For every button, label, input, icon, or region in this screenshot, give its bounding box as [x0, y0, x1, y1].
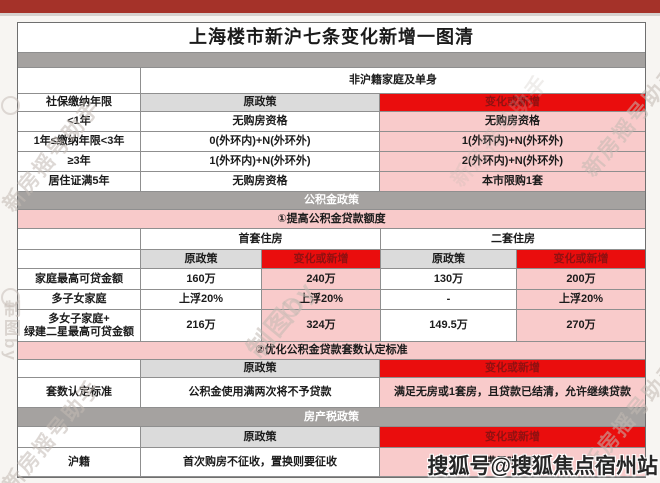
changed-policy-header: 变化或新增 — [262, 250, 381, 269]
group-first-home: 首套住房 — [141, 229, 381, 250]
fund-sub1-title: ①提高公积金贷款额度 — [18, 210, 645, 229]
orig-policy-header: 原政策 — [141, 360, 380, 378]
row-label: 多子女家庭 — [18, 290, 141, 310]
second-home-new: 上浮20% — [517, 290, 645, 310]
changed-policy-header: 变化或新增 — [380, 94, 645, 112]
first-home-old: 上浮20% — [141, 290, 262, 310]
group-header-row: 非沪籍家庭及单身 — [18, 68, 645, 94]
row-label: 家庭最高可贷金额 — [18, 269, 141, 290]
new-policy-value: 满足唯一住 — [380, 448, 645, 477]
table-row: 套数认定标准 公积金使用满两次将不予贷款 满足无房或1套房，且贷款已结清，允许继… — [18, 378, 645, 408]
row-label: 多女子家庭+ 绿建二星最高可贷金额 — [18, 310, 141, 342]
fund-subheader-row: 原政策 变化或新增 原政策 变化或新增 — [18, 250, 645, 269]
fund-sub1-band: ①提高公积金贷款额度 — [18, 210, 645, 229]
row-label-line1: 多女子家庭+ — [48, 312, 110, 325]
old-policy-value: 0(外环内)+N(外环外) — [141, 132, 380, 152]
fund-section-band: 公积金政策 — [18, 192, 645, 210]
second-home-new: 270万 — [517, 310, 645, 342]
changed-policy-header: 变化或新增 — [380, 360, 645, 378]
new-policy-value: 1(外环内)+N(外环外) — [380, 132, 645, 152]
old-policy-value: 无购房资格 — [141, 172, 380, 192]
row-label: 居住证满5年 — [18, 172, 141, 192]
changed-policy-header: 变化或新增 — [380, 427, 645, 448]
row-label: <1年 — [18, 112, 141, 132]
changed-policy-header: 变化或新增 — [517, 250, 645, 269]
group-header-non-local: 非沪籍家庭及单身 — [141, 68, 645, 94]
second-home-old: 130万 — [381, 269, 517, 290]
table-row: 多女子家庭+ 绿建二星最高可贷金额 216万 324万 149.5万 270万 — [18, 310, 645, 342]
table-row: ≥3年 1(外环内)+N(外环外) 2(外环内)+N(外环外) — [18, 152, 645, 172]
orig-policy-header: 原政策 — [141, 427, 380, 448]
old-policy-value: 无购房资格 — [141, 112, 380, 132]
separator-band — [18, 53, 645, 68]
old-policy-value: 1(外环内)+N(外环外) — [141, 152, 380, 172]
new-policy-value: 2(外环内)+N(外环外) — [380, 152, 645, 172]
new-policy-value: 无购房资格 — [380, 112, 645, 132]
social-security-header-row: 社保缴纳年限 原政策 变化或新增 — [18, 94, 645, 112]
second-home-new: 200万 — [517, 269, 645, 290]
new-policy-value: 满足无房或1套房，且贷款已结清，允许继续贷款 — [380, 378, 645, 408]
housing-groups-row: 首套住房 二套住房 — [18, 229, 645, 250]
first-home-old: 160万 — [141, 269, 262, 290]
orig-policy-header: 原政策 — [381, 250, 517, 269]
tax-section-title: 房产税政策 — [18, 408, 645, 427]
tax-section-band: 房产税政策 — [18, 408, 645, 427]
policy-table: 上海楼市新沪七条变化新增一图清 非沪籍家庭及单身 社保缴纳年限 原政策 变化或新… — [17, 22, 646, 478]
table-row: 家庭最高可贷金额 160万 240万 130万 200万 — [18, 269, 645, 290]
empty-cell — [18, 250, 141, 269]
tax-header-row: 原政策 变化或新增 — [18, 427, 645, 448]
table-title-row: 上海楼市新沪七条变化新增一图清 — [18, 23, 645, 53]
second-home-old: - — [381, 290, 517, 310]
fund-sub2-header-row: 原政策 变化或新增 — [18, 360, 645, 378]
top-red-bar — [0, 0, 660, 16]
first-home-new: 324万 — [262, 310, 381, 342]
row-header-social-security: 社保缴纳年限 — [18, 94, 141, 112]
empty-cell — [18, 229, 141, 250]
empty-cell — [18, 427, 141, 448]
empty-corner-cell — [18, 68, 141, 94]
fund-sub2-band: ②优化公积金贷款套数认定标准 — [18, 342, 645, 360]
group-second-home: 二套住房 — [381, 229, 645, 250]
orig-policy-header: 原政策 — [141, 94, 380, 112]
fund-sub2-title: ②优化公积金贷款套数认定标准 — [18, 342, 645, 360]
first-home-new: 上浮20% — [262, 290, 381, 310]
row-label-line2: 绿建二星最高可贷金额 — [24, 325, 134, 338]
table-row: 居住证满5年 无购房资格 本市限购1套 — [18, 172, 645, 192]
table-row: 多子女家庭 上浮20% 上浮20% - 上浮20% — [18, 290, 645, 310]
row-label: 沪籍 — [18, 448, 141, 477]
old-policy-value: 首次购房不征收，置换则要征收 — [141, 448, 380, 477]
row-label: 1年≤缴纳年限<3年 — [18, 132, 141, 152]
row-label: ≥3年 — [18, 152, 141, 172]
second-home-old: 149.5万 — [381, 310, 517, 342]
row-label: 套数认定标准 — [18, 378, 141, 408]
table-row: 1年≤缴纳年限<3年 0(外环内)+N(外环外) 1(外环内)+N(外环外) — [18, 132, 645, 152]
table-row: 沪籍 首次购房不征收，置换则要征收 满足唯一住 — [18, 448, 645, 477]
first-home-new: 240万 — [262, 269, 381, 290]
old-policy-value: 公积金使用满两次将不予贷款 — [141, 378, 380, 408]
separator-band-cell — [18, 53, 645, 68]
orig-policy-header: 原政策 — [141, 250, 262, 269]
new-policy-value: 本市限购1套 — [380, 172, 645, 192]
fund-section-title: 公积金政策 — [18, 192, 645, 210]
page-title: 上海楼市新沪七条变化新增一图清 — [18, 23, 645, 53]
empty-cell — [18, 360, 141, 378]
table-row: <1年 无购房资格 无购房资格 — [18, 112, 645, 132]
first-home-old: 216万 — [141, 310, 262, 342]
